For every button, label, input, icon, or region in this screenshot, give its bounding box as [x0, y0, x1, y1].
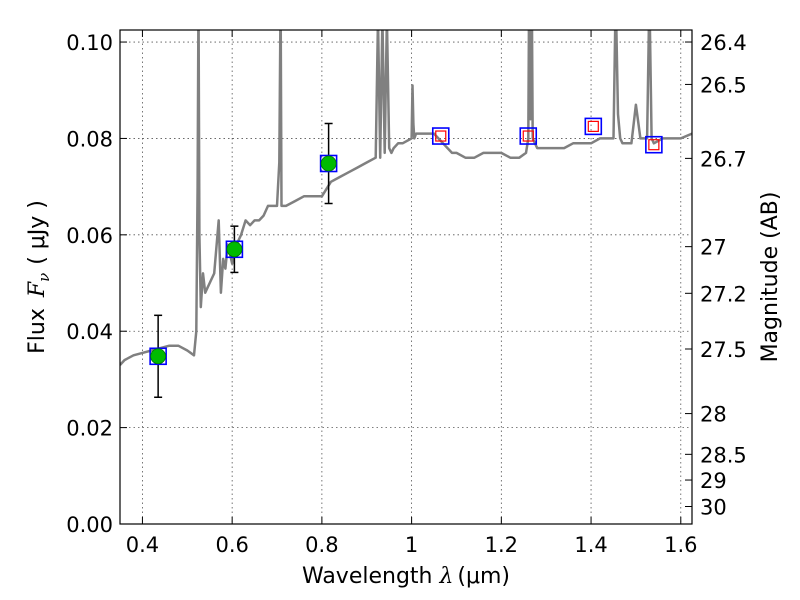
x-tick-label: 0.6: [215, 533, 248, 557]
detection-point: [320, 155, 337, 172]
y2-axis-label: Magnitude (AB): [758, 192, 783, 363]
y2-tick-label: 27: [700, 236, 727, 260]
y2-tick-label: 26.5: [700, 73, 747, 97]
axis-ticks: [120, 30, 692, 525]
x-tick-label: 1.2: [485, 533, 518, 557]
y-axis-label: Flux Fν( μJy ): [25, 200, 53, 354]
upper-limit-marker: [522, 130, 534, 142]
model-spectrum-layer: [120, 30, 692, 366]
band-flux-square: [225, 240, 244, 259]
x-tick-label: 0.8: [305, 533, 338, 557]
detection-point: [226, 241, 243, 258]
band-flux-square: [319, 154, 338, 173]
y2-tick-label: 27.2: [700, 282, 747, 306]
band-flux-square: [431, 127, 450, 145]
y-tick-label: 0.10: [66, 31, 113, 55]
data-marks-layer: [149, 117, 663, 398]
x-tick-label: 0.4: [126, 533, 159, 557]
y-tick-label: 0.00: [66, 513, 113, 537]
detection-point: [150, 348, 167, 365]
upper-limit-marker: [648, 139, 660, 151]
plot-frame: [119, 29, 693, 525]
y2-tick-label: 26.7: [700, 147, 747, 171]
band-flux-square: [149, 347, 167, 366]
x-tick-label: 1.6: [664, 533, 697, 557]
band-flux-square: [645, 135, 663, 154]
tick-labels: 0.4 0.6 0.8 1 1.2 1.4 1.6 0.00 0.02 0.04 0.06 0.08 0…: [66, 31, 747, 557]
band-flux-square: [519, 127, 538, 145]
y2-tick-label: 30: [700, 496, 727, 520]
model-spectrum-line: [120, 30, 692, 366]
y-tick-label: 0.06: [66, 224, 113, 248]
x-axis-label: Wavelength λ (μm): [302, 564, 510, 589]
y2-tick-label: 27.5: [700, 338, 747, 362]
y-tick-label: 0.08: [66, 127, 113, 151]
upper-limit-marker: [587, 120, 599, 132]
y2-tick-label: 29: [700, 469, 727, 493]
y-tick-label: 0.02: [66, 417, 113, 441]
x-tick-label: 1: [405, 533, 418, 557]
plot-background: [120, 30, 692, 524]
y2-tick-label: 28.5: [700, 443, 747, 467]
y2-tick-label: 26.4: [700, 31, 747, 55]
x-tick-label: 1.4: [574, 533, 607, 557]
upper-limit-marker: [435, 130, 447, 142]
band-flux-square: [584, 117, 603, 136]
y2-tick-label: 28: [700, 403, 727, 427]
y-tick-label: 0.04: [66, 320, 113, 344]
